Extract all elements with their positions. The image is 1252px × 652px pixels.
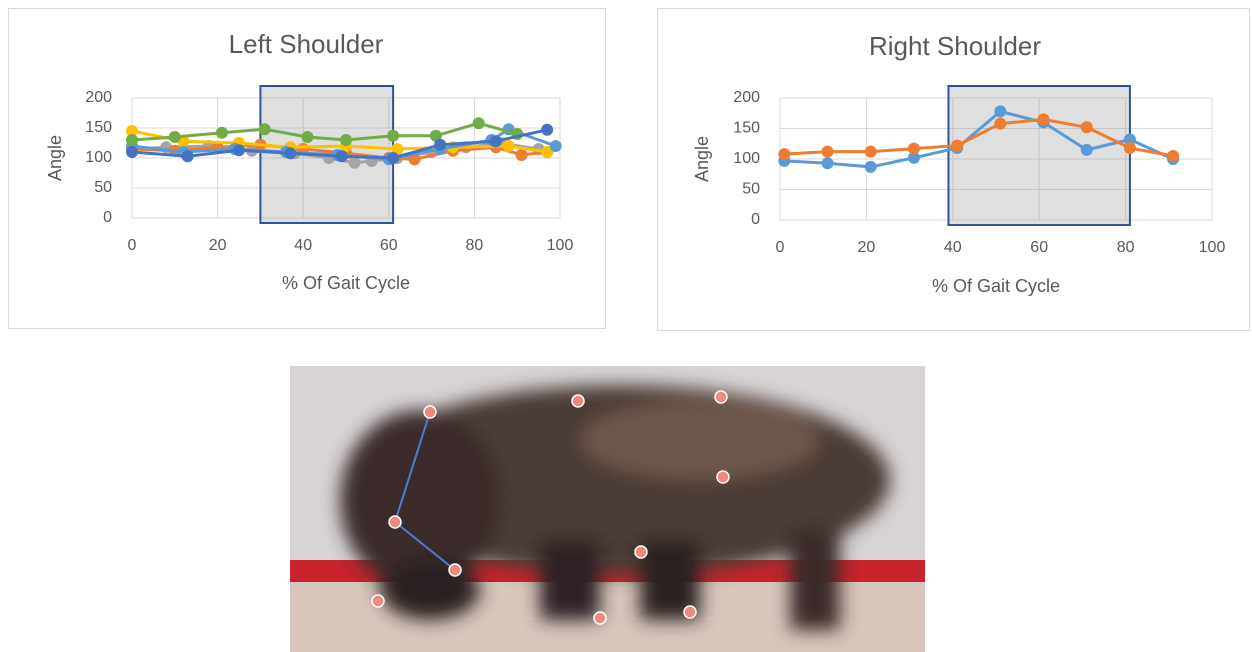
point	[515, 149, 528, 161]
point	[1080, 121, 1093, 134]
point	[348, 156, 361, 169]
point	[821, 157, 834, 170]
y-tick-label: 50	[742, 181, 760, 198]
point	[429, 129, 442, 142]
point	[951, 139, 964, 152]
series-line	[784, 117, 1174, 158]
y-tick-label: 150	[733, 120, 760, 137]
y-axis-label: Angle	[45, 135, 65, 181]
point	[434, 138, 447, 151]
chart-title: Left Shoulder	[229, 29, 384, 59]
y-tick-label: 50	[94, 179, 112, 196]
point	[126, 146, 138, 158]
y-tick-label: 150	[85, 119, 112, 136]
x-tick-label: 0	[776, 239, 785, 256]
point	[126, 134, 138, 146]
x-axis-label: % Of Gait Cycle	[932, 276, 1060, 296]
highlight-region	[947, 85, 1131, 226]
x-tick-label: 100	[547, 237, 574, 254]
chart-title: Right Shoulder	[869, 31, 1041, 61]
point	[541, 123, 554, 136]
y-tick-label: 200	[733, 89, 760, 106]
point	[1123, 142, 1136, 155]
x-tick-label: 40	[294, 237, 312, 254]
point	[502, 140, 515, 152]
keypoints	[371, 390, 730, 625]
x-tick-label: 20	[858, 239, 876, 256]
point	[541, 146, 554, 158]
point	[215, 126, 228, 139]
y-axis-label: Angle	[692, 136, 712, 182]
point	[391, 143, 404, 155]
x-tick-label: 40	[944, 239, 962, 256]
point	[387, 129, 400, 142]
point	[1037, 113, 1050, 126]
point	[864, 145, 877, 158]
x-tick-label: 60	[1030, 239, 1048, 256]
point	[340, 134, 352, 146]
y-tick-label: 100	[85, 149, 112, 166]
point	[907, 142, 920, 155]
point	[907, 151, 920, 164]
point	[994, 105, 1007, 118]
point	[864, 160, 877, 173]
point	[335, 150, 348, 163]
x-tick-label: 80	[466, 237, 484, 254]
series-line	[131, 121, 518, 142]
point	[126, 125, 138, 137]
y-tick-label: 0	[751, 211, 760, 228]
point	[181, 150, 194, 163]
y-tick-label: 200	[85, 89, 112, 106]
point	[284, 147, 297, 160]
x-tick-label: 60	[380, 237, 398, 254]
point	[994, 117, 1007, 130]
series-line	[784, 109, 1174, 169]
point	[549, 140, 562, 152]
cat	[340, 385, 890, 630]
point	[821, 145, 834, 158]
point	[258, 123, 271, 136]
x-tick-label: 100	[1199, 239, 1226, 256]
x-tick-label: 80	[1117, 239, 1135, 256]
photo	[290, 366, 925, 652]
y-tick-label: 100	[733, 150, 760, 167]
point	[168, 131, 181, 143]
y-tick-label: 0	[103, 209, 112, 226]
skeleton	[394, 411, 456, 571]
chart-frame	[657, 8, 1250, 331]
point	[387, 152, 400, 164]
point	[1123, 133, 1136, 146]
point	[301, 131, 314, 143]
x-axis-label: % Of Gait Cycle	[282, 273, 410, 293]
chart-frame	[8, 8, 606, 329]
point	[1080, 143, 1093, 156]
point	[489, 135, 502, 148]
point	[472, 117, 485, 130]
x-tick-label: 20	[209, 237, 227, 254]
x-tick-label: 0	[128, 237, 137, 254]
point	[233, 144, 245, 157]
point	[778, 148, 791, 161]
point	[1167, 149, 1180, 162]
